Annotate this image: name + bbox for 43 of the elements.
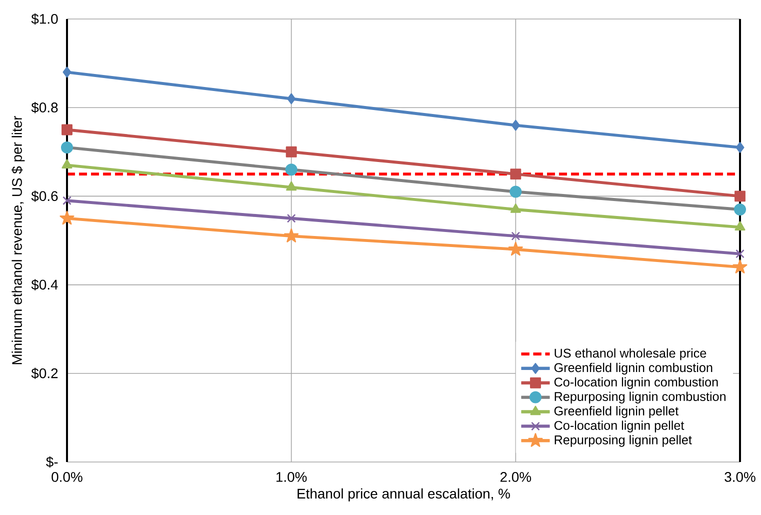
point [286,146,297,158]
x-tick-label: 2.0% [500,472,532,482]
legend-label: US ethanol wholesale price [554,348,706,360]
y-tick-label: $0.2 [31,368,58,380]
point [511,232,520,241]
legend-label: Greenfield lignin pellet [554,406,679,418]
y-tick-label: $- [46,456,58,468]
point [736,142,744,153]
x-axis-title: Ethanol price annual escalation, % [298,488,510,502]
point [511,120,520,131]
point [510,203,521,213]
x-tick-label: 3.0% [724,472,756,482]
point [286,181,297,191]
point [736,249,744,258]
point [62,159,72,169]
point [734,190,746,202]
point [62,196,72,206]
y-axis-title: Minimum ethanol revenue, US $ per liter [12,116,25,364]
point [284,228,299,242]
legend-label: Co-location lignin combustion [554,377,718,390]
y-tick-label: $0.8 [31,102,58,114]
legend-label: Co-location lignin pellet [554,420,684,432]
point [287,93,296,104]
point [62,124,72,136]
point [60,210,74,225]
point [285,164,298,176]
point [508,242,523,256]
point [286,214,296,223]
point [62,66,72,78]
x-tick-label: 1.0% [276,472,307,482]
point [734,221,746,231]
y-tick-label: $1.0 [31,13,58,25]
point [734,203,746,216]
y-tick-label: $0.6 [31,190,58,202]
legend-label: Repurposing lignin combustion [554,392,726,404]
point [510,186,522,198]
legend-label: Greenfield lignin combustion [554,362,712,375]
legend-label: Repurposing lignin pellet [554,435,692,447]
point [60,141,74,154]
y-tick-label: $0.4 [31,279,58,290]
point [732,259,748,274]
x-tick-label: 0.0% [52,472,82,482]
point [510,168,522,180]
